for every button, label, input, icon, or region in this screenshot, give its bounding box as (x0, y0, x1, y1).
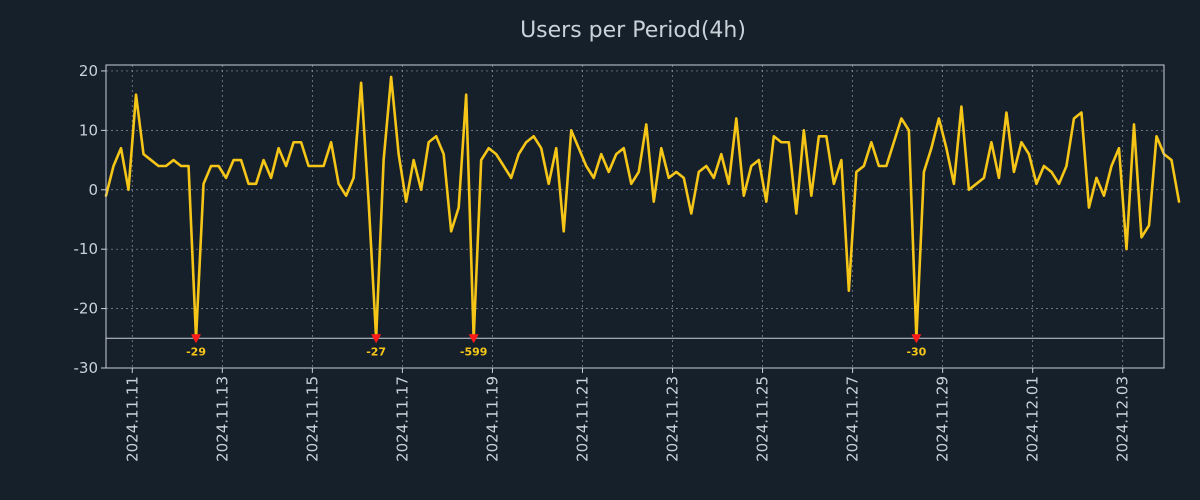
y-tick-label: 0 (88, 181, 98, 199)
y-tick-label: 10 (79, 121, 98, 139)
clip-marker (468, 334, 479, 344)
y-tick-label: 20 (79, 62, 98, 80)
x-tick-label: 2024.12.03 (1114, 376, 1132, 462)
x-tick-label: 2024.11.15 (303, 376, 321, 462)
clip-markers: -29 -27 -599 -30 (186, 334, 927, 358)
x-tick-label: 2024.11.21 (573, 376, 591, 462)
y-axis: 20 10 0 -10 -20 -30 (74, 62, 106, 377)
x-tick-label: 2024.11.29 (934, 376, 952, 462)
plot-area (104, 75, 1181, 340)
x-tick-label: 2024.11.25 (754, 376, 772, 462)
x-axis: 2024.11.11 2024.11.13 2024.11.15 2024.11.17… (123, 368, 1132, 462)
x-tick-label: 2024.11.17 (393, 376, 411, 462)
clip-value-label: -29 (186, 345, 206, 358)
chart-title: Users per Period(4h) (520, 18, 746, 43)
grid (106, 65, 1164, 369)
x-tick-label: 2024.11.13 (213, 376, 231, 462)
clip-marker (191, 334, 202, 344)
y-tick-label: -20 (74, 300, 99, 318)
x-tick-label: 2024.11.27 (844, 376, 862, 462)
y-tick-label: -30 (74, 359, 99, 377)
axes-border (105, 64, 1165, 369)
clip-value-label: -599 (460, 345, 488, 358)
y-tick-label: -10 (74, 240, 99, 258)
clip-value-label: -30 (906, 345, 926, 358)
x-tick-label: 2024.11.11 (123, 376, 141, 462)
series-line-users (104, 75, 1181, 340)
x-tick-label: 2024.11.23 (664, 376, 682, 462)
x-tick-label: 2024.12.01 (1024, 376, 1042, 462)
axes-frame (105, 64, 1165, 369)
x-tick-label: 2024.11.19 (483, 376, 501, 462)
clip-value-label: -27 (366, 345, 386, 358)
clip-marker (911, 334, 922, 344)
clip-marker (371, 334, 382, 344)
